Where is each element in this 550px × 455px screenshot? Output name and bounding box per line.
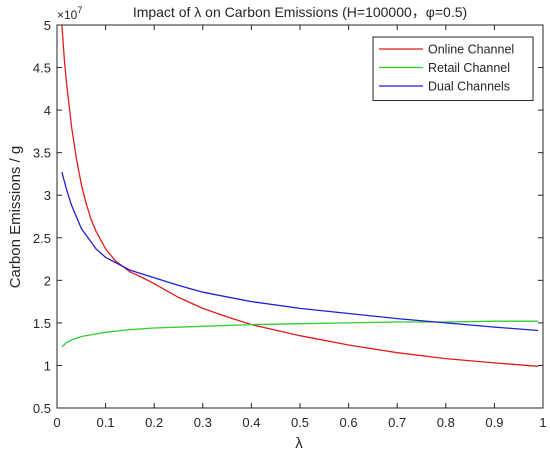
x-axis-label: λ bbox=[295, 435, 303, 452]
legend: Online Channel Retail Channel Dual Channel… bbox=[372, 36, 534, 101]
series-line-online-channel bbox=[61, 24, 539, 367]
legend-box bbox=[372, 36, 534, 101]
y-tick-label: 3 bbox=[44, 188, 51, 203]
x-tick-label: 0.2 bbox=[145, 415, 163, 430]
x-tick-label: 0.1 bbox=[97, 415, 115, 430]
y-axis-exponent: ×107 bbox=[57, 5, 82, 22]
legend-label: Online Channel bbox=[428, 43, 514, 57]
y-tick-label: 2 bbox=[44, 273, 51, 288]
series-lines bbox=[61, 24, 539, 367]
y-tick-label: 1 bbox=[44, 358, 51, 373]
y-tick-label: 2.5 bbox=[33, 231, 51, 246]
y-axis-label: Carbon Emissions / g bbox=[7, 146, 24, 289]
y-tick-label: 0.5 bbox=[33, 401, 51, 416]
series-line-retail-channel bbox=[61, 320, 539, 348]
y-tick-label: 5 bbox=[44, 18, 51, 33]
x-tick-label: 1 bbox=[539, 415, 546, 430]
series-line-dual-channels bbox=[61, 172, 539, 332]
axis-ticks: 0 0.1 0.2 0.3 0.4 0.5 0.6 0.7 0.8 0.9 1 0.5 1 1.5 2 2.5… bbox=[33, 18, 547, 430]
chart-title: Impact of λ on Carbon Emissions (H=10000… bbox=[133, 4, 467, 20]
y-tick-label: 4 bbox=[44, 103, 51, 118]
x-tick-label: 0.4 bbox=[242, 415, 260, 430]
y-tick-label: 1.5 bbox=[33, 316, 51, 331]
x-tick-label: 0 bbox=[53, 415, 60, 430]
x-tick-label: 0.6 bbox=[340, 415, 358, 430]
y-tick-label: 4.5 bbox=[33, 61, 51, 76]
x-tick-label: 0.5 bbox=[291, 415, 309, 430]
legend-label: Retail Channel bbox=[428, 61, 510, 75]
x-tick-label: 0.9 bbox=[485, 415, 503, 430]
plot-frame bbox=[56, 24, 544, 409]
x-tick-label: 0.7 bbox=[388, 415, 406, 430]
y-tick-label: 3.5 bbox=[33, 146, 51, 161]
x-tick-label: 0.8 bbox=[437, 415, 455, 430]
x-tick-label: 0.3 bbox=[194, 415, 212, 430]
legend-label: Dual Channels bbox=[428, 80, 510, 94]
